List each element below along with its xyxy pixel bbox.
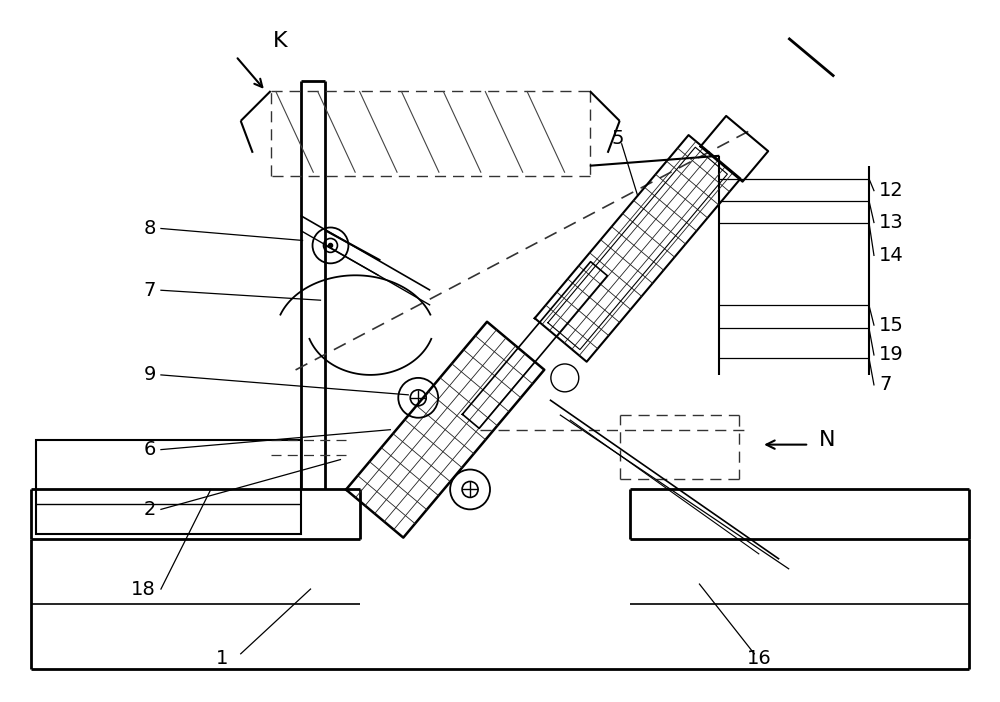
Text: 13: 13 xyxy=(879,213,904,232)
Text: 18: 18 xyxy=(131,580,156,599)
Bar xyxy=(36,439,301,534)
Text: 1: 1 xyxy=(216,649,228,668)
Text: 6: 6 xyxy=(144,440,156,459)
Text: 9: 9 xyxy=(144,366,156,385)
Text: 7: 7 xyxy=(144,281,156,300)
Text: 7: 7 xyxy=(879,376,891,395)
Text: 15: 15 xyxy=(879,316,904,335)
Text: 2: 2 xyxy=(144,500,156,519)
Text: 14: 14 xyxy=(879,246,904,265)
Text: 5: 5 xyxy=(612,129,624,148)
Text: 16: 16 xyxy=(747,649,772,668)
Text: 12: 12 xyxy=(879,181,904,200)
Text: 8: 8 xyxy=(144,219,156,238)
Text: N: N xyxy=(819,430,836,450)
Text: K: K xyxy=(273,31,288,51)
Text: 19: 19 xyxy=(879,345,904,364)
